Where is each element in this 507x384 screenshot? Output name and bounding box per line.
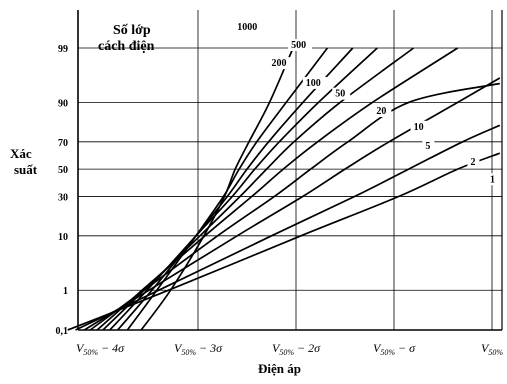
y-tick-label: 70 [58,138,68,149]
curve-5 [83,77,501,331]
curve-2 [75,124,501,331]
grid [77,10,503,331]
curve-10 [89,82,500,331]
y-tick-label: 0,1 [56,326,69,337]
curve-label-bg [422,140,435,153]
curve-label-bg [332,87,351,100]
curve-label-bg [487,173,500,186]
x-tick-label: V50% − 4σ [76,341,125,357]
curve-labels: 1000 500 200 100 50 20 105 2 1 [234,21,500,186]
curve-20 [96,47,459,331]
y-axis-title-line1: Xác [10,146,32,161]
x-tick-label: V50% − 2σ [272,341,321,357]
curve-label-bg [234,21,265,34]
curve-1 [67,152,501,331]
curve-label-500: 500 [291,40,306,51]
curve-label-1: 1 [490,174,495,185]
curve-1000 [140,47,294,331]
x-axis-title: Điện áp [258,361,301,376]
curve-label-50: 50 [335,89,345,100]
x-tick-label: V50% − σ [373,341,416,357]
legend-title-line2: cách điện [98,39,155,54]
legend-title-line1: Số lớp [113,23,151,38]
y-tick-label: 90 [58,98,68,109]
curve-label-5: 5 [425,141,430,152]
x-tick-label: V50% [481,341,503,357]
curve-label-1000: 1000 [237,22,257,33]
curve-label-200: 200 [272,58,287,69]
curve-label-bg [373,105,392,118]
curve-label-10: 10 [414,122,424,133]
curve-500 [126,47,329,331]
curve-label-20: 20 [376,106,386,117]
curve-label-2: 2 [470,157,475,168]
curve-label-bg [268,57,293,70]
y-tick-label: 50 [58,165,68,176]
curve-label-bg [288,39,313,51]
curve-label-bg [410,120,429,133]
ticks: 0,1 1 10 30 50 70 90 99 V50% − 4σ V50% − 3σ V50% −… [56,44,504,357]
y-tick-label: 10 [58,232,68,243]
y-tick-label: 30 [58,192,68,203]
curve-label-bg [302,76,327,89]
y-axis-title-line2: suất [14,162,38,177]
curve-label-bg [467,156,480,169]
y-tick-label: 99 [58,44,68,55]
y-tick-label: 1 [63,286,68,297]
x-tick-label: V50% − 3σ [174,341,223,357]
curve-label-100: 100 [306,78,321,89]
curves [67,47,501,331]
